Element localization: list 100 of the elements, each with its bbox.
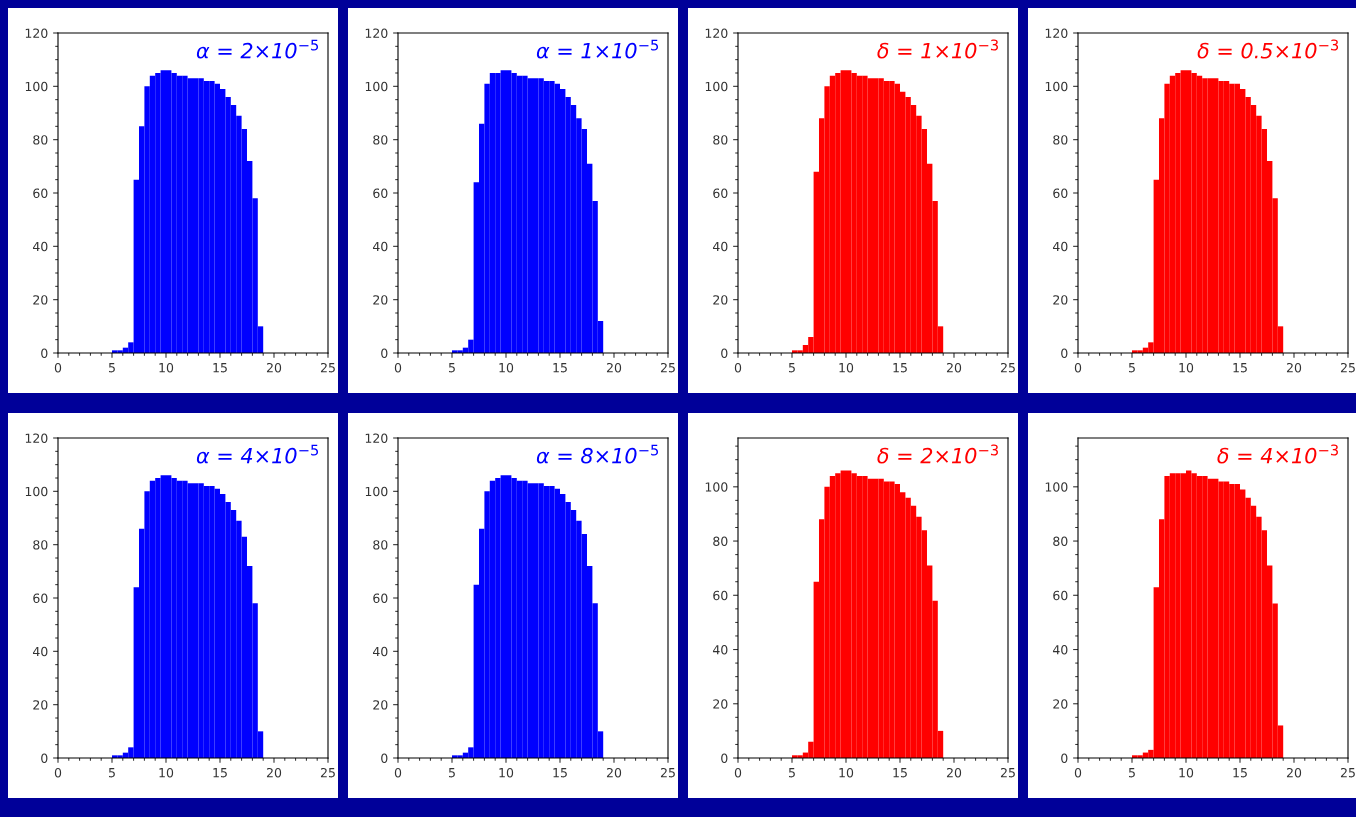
x-tick-label: 0 (734, 362, 742, 373)
x-tick-label: 20 (606, 362, 622, 373)
y-tick-label: 60 (713, 188, 728, 198)
x-tick-label: 25 (660, 767, 675, 778)
annotation: α = 4×10$^{−5}$ (196, 444, 319, 464)
y-tick-label: 100 (705, 482, 728, 492)
y-tick-label: 40 (32, 241, 48, 252)
y-tick-label: 120 (25, 433, 48, 443)
x-tick-label: 5 (788, 363, 795, 373)
y-tick-label: 120 (705, 28, 728, 38)
x-tick-label: 25 (320, 362, 335, 373)
x-tick-label: 10 (839, 767, 854, 778)
y-tick-label: 100 (25, 81, 48, 92)
y-tick-label: 60 (373, 188, 388, 198)
y-tick-label: 0 (721, 753, 728, 763)
annotation: α = 1×10$^{−5}$ (536, 39, 659, 59)
y-tick-label: 0 (1061, 753, 1068, 763)
y-tick-label: 0 (721, 348, 728, 358)
y-tick-label: 120 (25, 28, 48, 38)
y-tick-label: 100 (1045, 81, 1068, 92)
x-tick-label: 15 (893, 363, 907, 373)
x-tick-label: 20 (606, 767, 622, 778)
annotation: δ = 2×10$^{−3}$ (877, 444, 998, 464)
y-tick-label: 60 (1053, 188, 1068, 198)
x-tick-label: 10 (159, 362, 174, 373)
x-tick-label: 10 (499, 362, 514, 373)
x-tick-label: 25 (1340, 362, 1355, 373)
y-tick-label: 120 (1045, 28, 1068, 38)
x-tick-label: 20 (946, 767, 962, 778)
x-tick-label: 20 (1286, 362, 1302, 373)
x-tick-label: 10 (1179, 767, 1194, 778)
x-tick-label: 15 (1233, 768, 1247, 778)
y-tick-label: 0 (381, 348, 388, 358)
y-tick-label: 60 (33, 188, 48, 198)
y-tick-label: 80 (33, 540, 48, 550)
y-tick-label: 0 (41, 348, 48, 358)
y-tick-label: 120 (365, 433, 388, 443)
y-tick-label: 80 (373, 540, 388, 550)
y-tick-label: 20 (713, 699, 728, 709)
y-tick-label: 0 (1061, 348, 1068, 358)
x-tick-label: 0 (1074, 767, 1082, 778)
y-tick-label: 20 (713, 295, 728, 305)
y-tick-label: 20 (373, 700, 388, 710)
y-tick-label: 40 (372, 646, 388, 657)
y-tick-label: 0 (381, 753, 388, 763)
x-tick-label: 15 (553, 363, 567, 373)
y-tick-label: 100 (1045, 482, 1068, 492)
x-tick-label: 10 (839, 362, 854, 373)
x-tick-label: 0 (1074, 362, 1082, 373)
annotation: δ = 0.5×10$^{−3}$ (1197, 39, 1339, 59)
y-tick-label: 100 (365, 486, 388, 497)
y-tick-label: 100 (25, 486, 48, 497)
annotation: δ = 1×10$^{−3}$ (877, 39, 998, 59)
y-tick-label: 40 (712, 241, 728, 252)
x-tick-label: 10 (499, 767, 514, 778)
x-tick-label: 15 (1233, 363, 1247, 373)
x-tick-label: 5 (1128, 768, 1135, 778)
x-tick-label: 20 (946, 362, 962, 373)
x-tick-label: 25 (660, 362, 675, 373)
y-tick-label: 20 (373, 295, 388, 305)
x-tick-label: 25 (320, 767, 335, 778)
x-tick-label: 5 (1128, 363, 1135, 373)
y-tick-label: 120 (365, 28, 388, 38)
y-tick-label: 60 (713, 590, 728, 601)
y-tick-label: 100 (705, 81, 728, 92)
y-tick-label: 60 (1053, 590, 1068, 601)
y-tick-label: 80 (713, 135, 728, 145)
x-tick-label: 5 (788, 768, 795, 778)
x-tick-label: 5 (448, 768, 455, 778)
x-tick-label: 20 (1286, 767, 1302, 778)
y-tick-label: 60 (373, 593, 388, 603)
x-tick-label: 10 (1179, 362, 1194, 373)
x-tick-label: 15 (553, 768, 567, 778)
x-tick-label: 20 (266, 767, 282, 778)
y-tick-label: 100 (365, 81, 388, 92)
y-tick-label: 0 (41, 753, 48, 763)
x-tick-label: 25 (1340, 767, 1355, 778)
x-tick-label: 0 (54, 767, 62, 778)
y-tick-label: 60 (33, 593, 48, 603)
x-tick-label: 0 (734, 767, 742, 778)
y-tick-label: 40 (1052, 645, 1068, 655)
y-tick-label: 40 (32, 646, 48, 657)
y-tick-label: 40 (372, 241, 388, 252)
x-tick-label: 0 (54, 362, 62, 373)
x-tick-label: 0 (394, 362, 402, 373)
y-tick-label: 20 (1053, 699, 1068, 709)
x-tick-label: 15 (893, 768, 907, 778)
y-tick-label: 80 (373, 135, 388, 145)
x-tick-label: 25 (1000, 362, 1015, 373)
x-tick-label: 0 (394, 767, 402, 778)
y-tick-label: 20 (33, 700, 48, 710)
x-tick-label: 15 (213, 363, 227, 373)
y-tick-label: 80 (1053, 536, 1068, 546)
y-tick-label: 20 (33, 295, 48, 305)
annotation: δ = 4×10$^{−3}$ (1217, 444, 1338, 464)
y-tick-label: 80 (713, 536, 728, 546)
y-tick-label: 40 (712, 645, 728, 655)
y-tick-label: 80 (1053, 135, 1068, 145)
x-tick-label: 10 (159, 767, 174, 778)
y-tick-label: 80 (33, 135, 48, 145)
